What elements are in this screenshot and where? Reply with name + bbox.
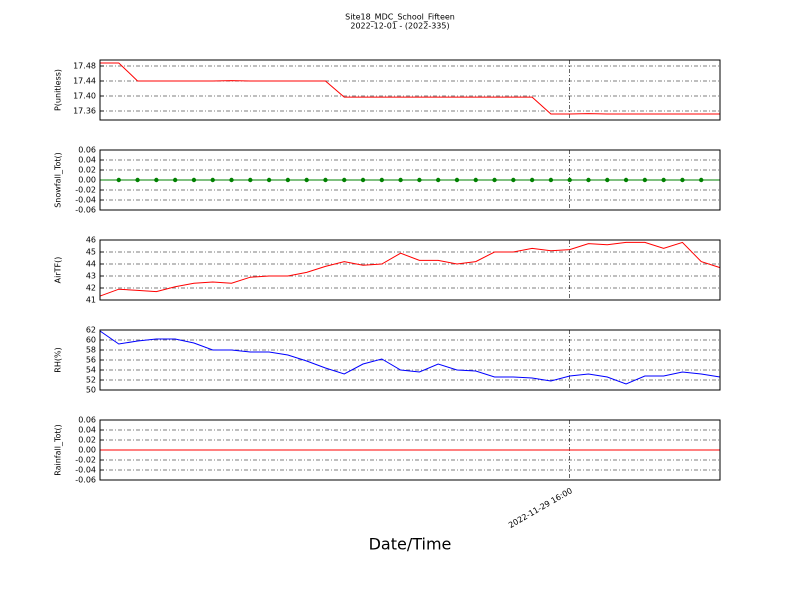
- y-tick-label: -0.02: [75, 186, 96, 195]
- data-point: [417, 177, 422, 183]
- y-axis-label: AirTF(): [54, 257, 63, 284]
- y-tick-label: 52: [86, 376, 96, 385]
- axes-frame: [99, 149, 721, 211]
- data-line: [100, 62, 720, 115]
- data-point: [435, 177, 441, 183]
- data-point: [661, 177, 666, 183]
- y-tick-label: 43: [86, 272, 96, 281]
- y-tick-label: 0.04: [78, 426, 96, 435]
- data-point: [699, 177, 704, 183]
- y-tick-label: 0.04: [78, 156, 96, 165]
- data-point: [135, 177, 140, 183]
- y-tick-label: 17.48: [73, 62, 96, 71]
- data-point: [454, 177, 460, 183]
- y-tick-label: 0.02: [78, 436, 96, 445]
- y-axis-label: Snowfall_Tot(): [54, 152, 63, 208]
- y-tick-label: -0.02: [75, 456, 96, 465]
- y-tick-label: 0.00: [78, 446, 96, 455]
- data-point: [285, 177, 291, 183]
- data-point: [567, 177, 572, 183]
- data-point: [210, 177, 215, 183]
- data-point: [172, 177, 178, 183]
- y-tick-label: -0.04: [75, 196, 96, 205]
- data-point: [266, 177, 272, 183]
- data-point: [229, 177, 234, 183]
- y-tick-label: 17.36: [73, 107, 96, 116]
- data-point: [586, 177, 591, 183]
- data-point: [511, 177, 516, 183]
- y-tick-label: 0.06: [78, 146, 96, 155]
- data-point: [248, 177, 253, 183]
- axes-frame: [99, 329, 721, 391]
- y-tick-label: -0.04: [75, 466, 96, 475]
- axes-frame: [99, 419, 721, 481]
- data-line: [99, 330, 721, 385]
- data-point: [529, 177, 535, 183]
- data-point: [548, 177, 554, 183]
- y-tick-label: 0.06: [78, 416, 96, 425]
- data-point: [623, 177, 629, 183]
- data-point: [323, 177, 328, 183]
- y-tick-label: 45: [86, 248, 96, 257]
- data-point: [116, 177, 121, 183]
- y-axis-label: RH(%): [54, 347, 63, 372]
- y-tick-label: 17.40: [73, 92, 96, 101]
- axes-frame: [99, 239, 721, 301]
- data-point: [191, 177, 197, 183]
- y-axis-label: Rainfall_Tot(): [54, 424, 63, 476]
- y-tick-label: 60: [86, 336, 96, 345]
- data-point: [379, 177, 385, 183]
- data-point: [360, 177, 366, 183]
- data-point: [154, 177, 159, 183]
- data-line: [99, 241, 721, 297]
- x-axis-label: Date/Time: [369, 535, 452, 554]
- y-tick-label: 56: [86, 356, 96, 365]
- y-tick-label: 50: [86, 386, 96, 395]
- y-axis-label: P(unitless): [54, 69, 63, 111]
- data-point: [473, 177, 478, 183]
- y-tick-label: -0.06: [75, 206, 96, 215]
- y-tick-label: 62: [86, 326, 96, 335]
- data-point: [398, 177, 403, 183]
- y-tick-label: 44: [86, 260, 96, 269]
- data-point: [680, 177, 685, 183]
- chart-title: Site18_MDC_School_Fifteen: [345, 13, 455, 22]
- y-tick-label: 58: [86, 346, 96, 355]
- data-point: [642, 177, 648, 183]
- data-point: [605, 177, 610, 183]
- data-point: [342, 177, 347, 183]
- chart-subtitle: 2022-12-01 - (2022-335): [350, 22, 449, 31]
- data-point: [304, 177, 309, 183]
- axes-frame: [99, 59, 721, 121]
- y-tick-label: 0.02: [78, 166, 96, 175]
- y-tick-label: 54: [86, 366, 96, 375]
- y-tick-label: 42: [86, 284, 96, 293]
- y-tick-label: -0.06: [75, 476, 96, 485]
- y-tick-label: 17.44: [73, 77, 96, 86]
- y-tick-label: 41: [86, 296, 96, 305]
- y-tick-label: 46: [86, 236, 96, 245]
- y-tick-label: 0.00: [78, 176, 96, 185]
- data-point: [492, 177, 497, 183]
